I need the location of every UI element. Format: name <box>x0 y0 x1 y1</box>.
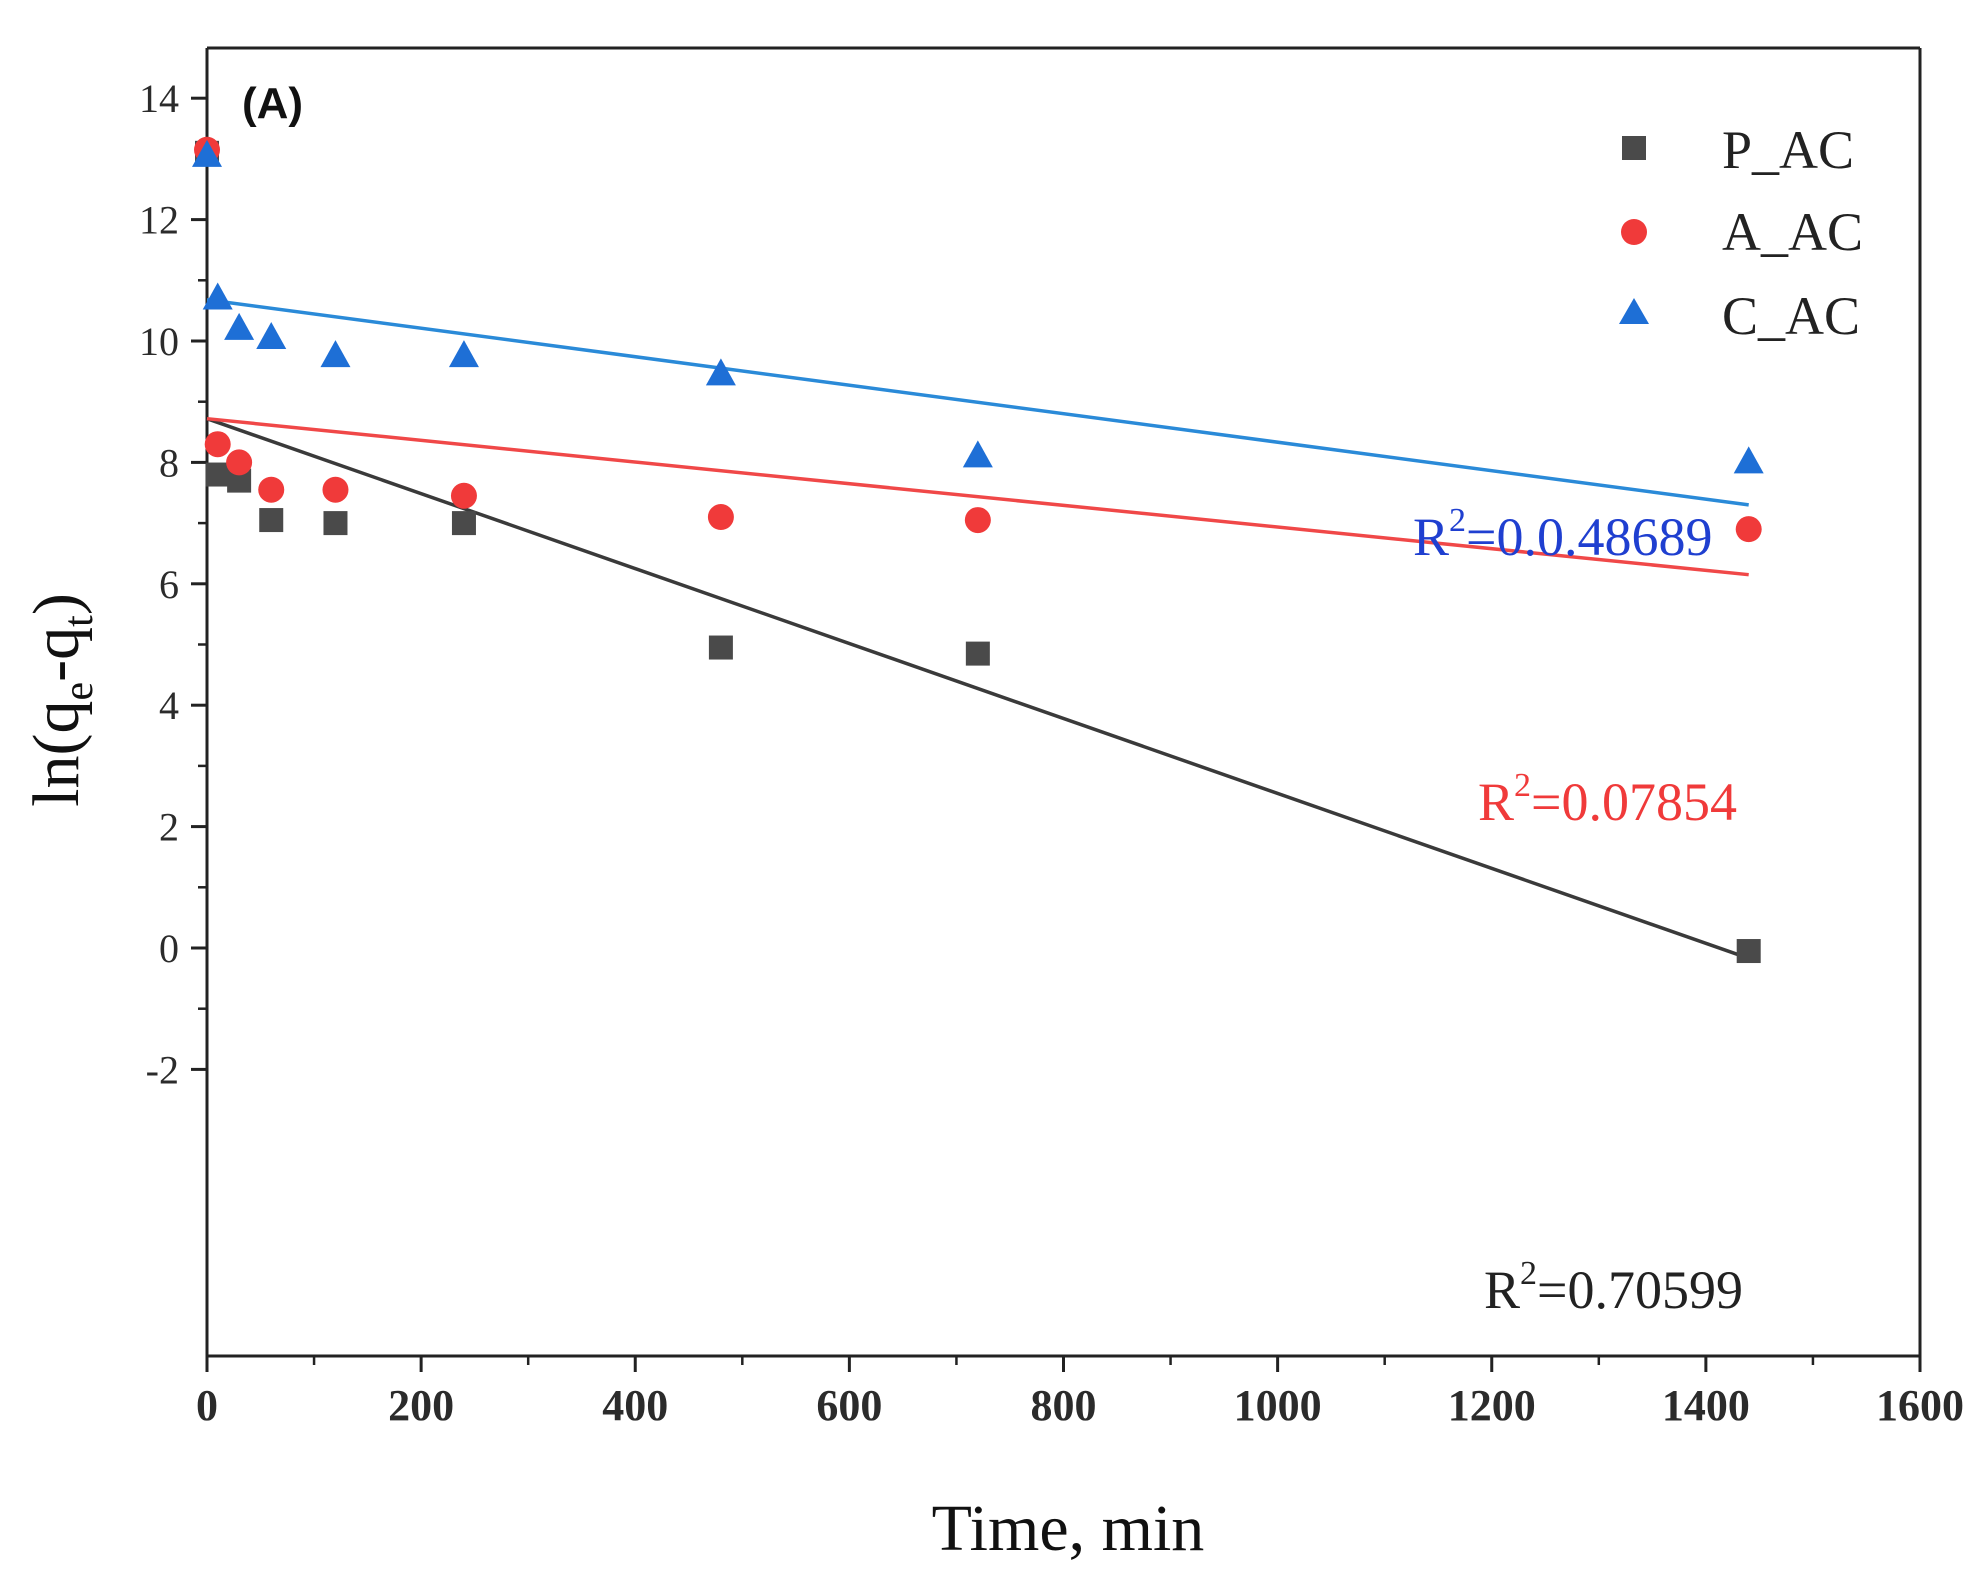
legend-label-p-ac: P_AC <box>1722 120 1854 180</box>
legend: P_AC A_AC C_AC <box>1619 120 1863 346</box>
x-tick-label: 400 <box>602 1381 668 1430</box>
point-a-ac <box>964 507 991 534</box>
fit-line-a-ac <box>206 416 1749 577</box>
point-p-ac <box>708 635 733 660</box>
y-axis-title-base: ln(q <box>20 700 93 806</box>
point-p-ac <box>205 462 230 487</box>
y-axis-title: ln(qe-qt) <box>20 593 102 807</box>
point-c-ac <box>224 312 255 340</box>
point-p-ac <box>965 641 990 666</box>
y-tick-label: -2 <box>146 1047 179 1092</box>
y-tick-label: 8 <box>159 440 179 485</box>
legend-marker-a-ac <box>1621 219 1647 245</box>
x-tick-label: 1400 <box>1662 1381 1750 1430</box>
data-points <box>192 136 1764 964</box>
x-tick-label: 0 <box>196 1381 218 1430</box>
x-tick-label: 1200 <box>1448 1381 1536 1430</box>
y-axis-title-end: ) <box>20 593 93 615</box>
point-p-ac <box>1736 939 1761 964</box>
point-a-ac <box>226 449 253 476</box>
y-tick-label: 0 <box>159 926 179 971</box>
point-c-ac <box>962 440 993 468</box>
y-tick-label: 6 <box>159 562 179 607</box>
axis-tick-labels: 0 200 400 600 800 1000 1200 1400 1600 -2 0 2 4 6 8 10 12… <box>139 76 1964 1430</box>
x-tick-label: 1000 <box>1234 1381 1322 1430</box>
point-a-ac <box>258 476 285 503</box>
r2-label-a-ac: R2=0.07854 <box>1478 767 1737 832</box>
legend-label-a-ac: A_AC <box>1722 202 1863 262</box>
point-a-ac <box>450 482 477 509</box>
r2-label-a-ac-r: R <box>1478 772 1514 832</box>
r2-label-c-ac: R2=0.0.48689 <box>1413 502 1713 567</box>
x-tick-label: 600 <box>816 1381 882 1430</box>
r2-label-c-ac-sup: 2 <box>1449 502 1466 539</box>
r2-label-p-ac-r: R <box>1484 1260 1520 1320</box>
point-a-ac <box>1735 516 1762 543</box>
fit-lines <box>206 297 1750 960</box>
point-p-ac <box>451 511 476 536</box>
point-c-ac <box>202 282 233 310</box>
point-c-ac <box>1733 446 1764 474</box>
legend-label-c-ac: C_AC <box>1722 286 1860 346</box>
point-c-ac <box>320 340 351 368</box>
r2-label-c-ac-value: =0.0.48689 <box>1466 507 1712 567</box>
r2-label-p-ac: R2=0.70599 <box>1484 1255 1743 1320</box>
point-a-ac <box>707 504 734 531</box>
y-tick-label: 4 <box>159 683 179 728</box>
r2-label-p-ac-value: =0.70599 <box>1537 1260 1743 1320</box>
y-tick-label: 10 <box>139 319 179 364</box>
legend-marker-p-ac <box>1622 136 1646 160</box>
panel-label: (A) <box>242 79 303 128</box>
r2-label-p-ac-sup: 2 <box>1520 1255 1537 1292</box>
r2-label-a-ac-value: =0.07854 <box>1531 772 1737 832</box>
y-axis-title-sub2: t <box>56 615 102 627</box>
x-tick-label: 800 <box>1031 1381 1097 1430</box>
x-tick-label: 1600 <box>1876 1381 1964 1430</box>
x-axis-title: Time, min <box>932 1492 1205 1565</box>
y-axis-title-sub1: e <box>56 682 102 701</box>
y-axis-title-mid: -q <box>20 627 93 682</box>
point-c-ac <box>448 340 479 368</box>
point-p-ac <box>323 511 348 536</box>
point-p-ac <box>259 508 284 533</box>
point-c-ac <box>256 321 287 349</box>
y-tick-label: 14 <box>139 76 179 121</box>
axis-ticks <box>191 96 1922 1372</box>
y-tick-label: 2 <box>159 805 179 850</box>
point-a-ac <box>204 431 231 458</box>
fit-line-c-ac <box>206 297 1749 507</box>
point-c-ac <box>705 358 736 386</box>
legend-marker-c-ac <box>1619 298 1649 324</box>
x-tick-label: 200 <box>388 1381 454 1430</box>
fit-line-p-ac <box>206 417 1750 960</box>
r2-label-c-ac-r: R <box>1413 507 1449 567</box>
r2-label-a-ac-sup: 2 <box>1514 767 1531 804</box>
point-c-ac <box>192 139 222 167</box>
plot-frame <box>205 46 1922 1358</box>
point-a-ac <box>322 476 349 503</box>
y-tick-label: 12 <box>139 198 179 243</box>
